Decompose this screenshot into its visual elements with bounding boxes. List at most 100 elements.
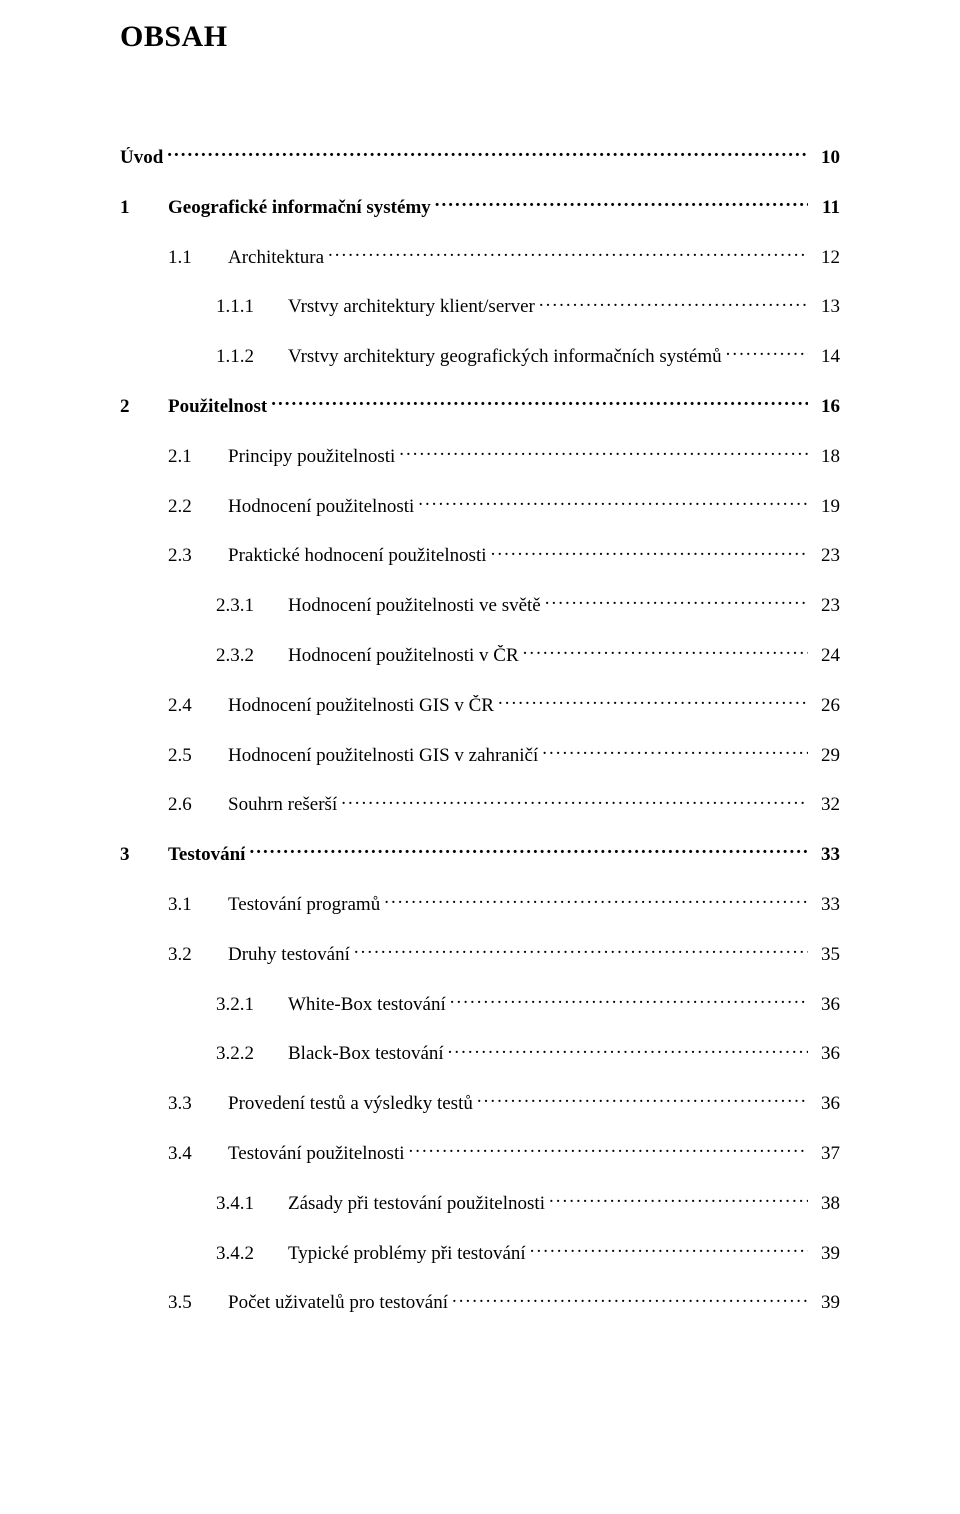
toc-entry: 2.3Praktické hodnocení použitelnosti 23: [168, 542, 840, 568]
toc-entry-page: 24: [812, 645, 840, 668]
toc-entry-number: 1.1.2: [216, 346, 288, 369]
toc-entry-label: Typické problémy při testování: [288, 1243, 526, 1266]
toc-entry: 2.1Principy použitelnosti 18: [168, 443, 840, 469]
toc-entry: 1.1Architektura12: [168, 244, 840, 270]
toc-leader-dots: [384, 891, 808, 910]
toc-entry-label: Testování: [168, 844, 245, 867]
toc-entry: 1.1.1Vrstvy architektury klient/server 13: [216, 293, 840, 319]
toc-entry-label: Testování programů: [228, 894, 380, 917]
toc-leader-dots: [450, 991, 808, 1010]
toc-entry-number: 2.2: [168, 496, 228, 519]
toc-entry-number: 1: [120, 197, 168, 220]
toc-entry: 2.5Hodnocení použitelnosti GIS v zahrani…: [168, 742, 840, 768]
toc-entry: 3.5Počet uživatelů pro testování 39: [168, 1289, 840, 1315]
toc-leader-dots: [549, 1190, 808, 1209]
toc-entry-number: 2.6: [168, 794, 228, 817]
toc-leader-dots: [530, 1240, 808, 1259]
toc-entry-label: Hodnocení použitelnosti: [228, 496, 414, 519]
toc-entry-number: 3.3: [168, 1093, 228, 1116]
toc-entry-number: 3.2.1: [216, 994, 288, 1017]
toc-entry-number: 3.1: [168, 894, 228, 917]
toc-entry: 2.3.2Hodnocení použitelnosti v ČR 24: [216, 642, 840, 668]
toc-leader-dots: [498, 692, 808, 711]
toc-leader-dots: [354, 941, 808, 960]
toc-entry-number: 1.1.1: [216, 296, 288, 319]
toc-entry: 1Geografické informační systémy 11: [120, 194, 840, 220]
toc-entry-page: 26: [812, 695, 840, 718]
toc-entry-number: 3.5: [168, 1292, 228, 1315]
toc-entry-number: 3.4: [168, 1143, 228, 1166]
toc-entry-page: 32: [812, 794, 840, 817]
toc-entry-page: 36: [812, 1043, 840, 1066]
toc-entry: 3.4Testování použitelnosti 37: [168, 1140, 840, 1166]
toc-entry: 2.3.1Hodnocení použitelnosti ve světě 23: [216, 592, 840, 618]
toc-entry-number: 2: [120, 396, 168, 419]
toc-entry-label: Provedení testů a výsledky testů: [228, 1093, 473, 1116]
toc-entry-page: 23: [812, 595, 840, 618]
toc-entry-page: 12: [812, 247, 840, 270]
toc-leader-dots: [542, 742, 808, 761]
toc-entry-page: 13: [812, 296, 840, 319]
toc-entry: 3.1Testování programů 33: [168, 891, 840, 917]
toc-entry-page: 29: [812, 745, 840, 768]
toc-entry-label: Black-Box testování: [288, 1043, 444, 1066]
toc-leader-dots: [418, 493, 808, 512]
toc-leader-dots: [523, 642, 808, 661]
toc-entry-label: Hodnocení použitelnosti ve světě: [288, 595, 541, 618]
toc-entry-label: Počet uživatelů pro testování: [228, 1292, 448, 1315]
toc-entry-number: 2.1: [168, 446, 228, 469]
toc-entry-label: Hodnocení použitelnosti v ČR: [288, 645, 519, 668]
toc-entry: 3.4.1Zásady při testování použitelnosti3…: [216, 1190, 840, 1216]
toc-entry-number: 2.3.1: [216, 595, 288, 618]
toc-leader-dots: [328, 244, 808, 263]
toc-entry: 2Použitelnost16: [120, 393, 840, 419]
toc-entry-label: Principy použitelnosti: [228, 446, 395, 469]
toc-entry-label: Vrstvy architektury klient/server: [288, 296, 535, 319]
toc-entry-label: Vrstvy architektury geografických inform…: [288, 346, 722, 369]
toc-entry-number: 3.4.1: [216, 1193, 288, 1216]
toc-leader-dots: [545, 592, 808, 611]
toc-leader-dots: [409, 1140, 808, 1159]
toc-entry-label: Druhy testování: [228, 944, 350, 967]
toc-entry-label: Praktické hodnocení použitelnosti: [228, 545, 487, 568]
toc-leader-dots: [452, 1289, 808, 1308]
toc-entry-page: 36: [812, 1093, 840, 1116]
toc-entry-page: 33: [812, 894, 840, 917]
toc-entry-page: 18: [812, 446, 840, 469]
toc-entry: 3Testování33: [120, 841, 840, 867]
toc-entry-page: 14: [812, 346, 840, 369]
toc-entry-number: 2.3.2: [216, 645, 288, 668]
toc-entry-page: 36: [812, 994, 840, 1017]
toc-entry-label: Hodnocení použitelnosti GIS v zahraničí: [228, 745, 538, 768]
toc-entry-label: White-Box testování: [288, 994, 446, 1017]
toc-entry-page: 19: [812, 496, 840, 519]
toc-entry-page: 39: [812, 1292, 840, 1315]
toc-entry-page: 23: [812, 545, 840, 568]
toc-entry-label: Architektura: [228, 247, 324, 270]
toc-entry-number: 3: [120, 844, 168, 867]
toc-entry-page: 37: [812, 1143, 840, 1166]
toc-entry: 3.4.2Typické problémy při testování39: [216, 1240, 840, 1266]
toc-leader-dots: [249, 841, 808, 860]
toc-entry-page: 10: [812, 147, 840, 170]
toc-leader-dots: [448, 1040, 808, 1059]
toc-entry-page: 11: [812, 197, 840, 220]
toc-entry-label: Testování použitelnosti: [228, 1143, 405, 1166]
toc-leader-dots: [491, 542, 808, 561]
toc-page: OBSAH Úvod101Geografické informační syst…: [0, 0, 960, 1514]
toc-entry: 2.4Hodnocení použitelnosti GIS v ČR26: [168, 692, 840, 718]
toc-entry-number: 3.2.2: [216, 1043, 288, 1066]
toc-leader-dots: [167, 144, 808, 163]
toc-entry-label: Souhrn rešerší: [228, 794, 337, 817]
toc-entry-label: Geografické informační systémy: [168, 197, 431, 220]
toc-entry: 3.2.1White-Box testování 36: [216, 991, 840, 1017]
toc-leader-dots: [435, 194, 808, 213]
toc-entry: 3.3Provedení testů a výsledky testů 36: [168, 1090, 840, 1116]
toc-entry-page: 35: [812, 944, 840, 967]
toc-entry-page: 16: [812, 396, 840, 419]
toc-entry: 3.2.2Black-Box testování 36: [216, 1040, 840, 1066]
toc-list: Úvod101Geografické informační systémy111…: [120, 144, 840, 1315]
toc-leader-dots: [341, 791, 808, 810]
toc-title: OBSAH: [120, 20, 840, 54]
toc-entry-number: 2.3: [168, 545, 228, 568]
